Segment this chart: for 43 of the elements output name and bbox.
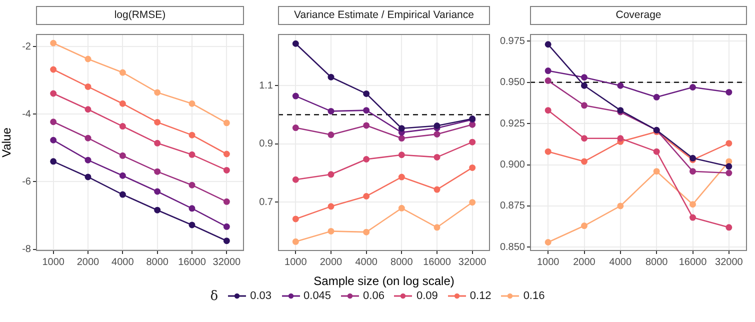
y-tick-label: 0.850: [500, 242, 526, 253]
legend-label: 0.16: [523, 290, 545, 302]
chart-title: log(RMSE): [36, 6, 244, 25]
y-tick-label: 0.9: [259, 138, 274, 150]
x-tick-label: 2000: [573, 256, 596, 268]
chart-title: Coverage: [530, 6, 747, 25]
chart-title: Variance Estimate / Empirical Variance: [278, 6, 490, 25]
x-tick-label: 4000: [609, 256, 632, 268]
x-tick-label: 2000: [320, 256, 343, 268]
x-tick-label: 1000: [284, 256, 308, 268]
y-tick-label: 0.950: [500, 77, 526, 88]
x-tick-label: 8000: [390, 256, 414, 268]
y-tick-label: -4: [22, 108, 32, 120]
x-tick-label: 16000: [423, 256, 452, 268]
legend-label: 0.045: [304, 290, 332, 302]
x-tick-label: 32000: [458, 256, 487, 268]
y-tick-label: 0.900: [500, 160, 526, 171]
legend-label: 0.09: [416, 290, 438, 302]
y-tick-label: 0.875: [500, 200, 526, 212]
legend-label: 0.06: [363, 290, 384, 302]
x-tick-label: 32000: [212, 256, 242, 268]
x-tick-label: 8000: [146, 256, 169, 268]
y-tick-label: -6: [22, 176, 32, 188]
x-tick-label: 1000: [536, 256, 560, 268]
x-tick-label: 4000: [112, 256, 134, 268]
legend-label: 0.12: [470, 290, 492, 302]
x-axis-title: Sample size (on log scale): [314, 274, 454, 288]
x-tick-label: 16000: [178, 256, 206, 268]
legend-label: 0.03: [250, 290, 272, 302]
y-tick-label: -8: [22, 244, 32, 256]
y-tick-label: 0.975: [500, 36, 526, 47]
y-axis-title: Value: [0, 127, 14, 158]
y-tick-label: 0.7: [259, 196, 274, 208]
x-tick-label: 8000: [645, 256, 668, 268]
x-tick-label: 1000: [42, 256, 65, 268]
x-tick-label: 2000: [76, 256, 100, 268]
legend-title: δ: [210, 288, 218, 304]
y-tick-label: 1.1: [259, 80, 274, 92]
y-tick-label: 0.925: [500, 118, 526, 130]
x-tick-label: 4000: [355, 256, 378, 268]
y-tick-label: -2: [22, 41, 32, 52]
x-tick-label: 16000: [678, 256, 708, 268]
x-tick-label: 32000: [715, 256, 744, 268]
